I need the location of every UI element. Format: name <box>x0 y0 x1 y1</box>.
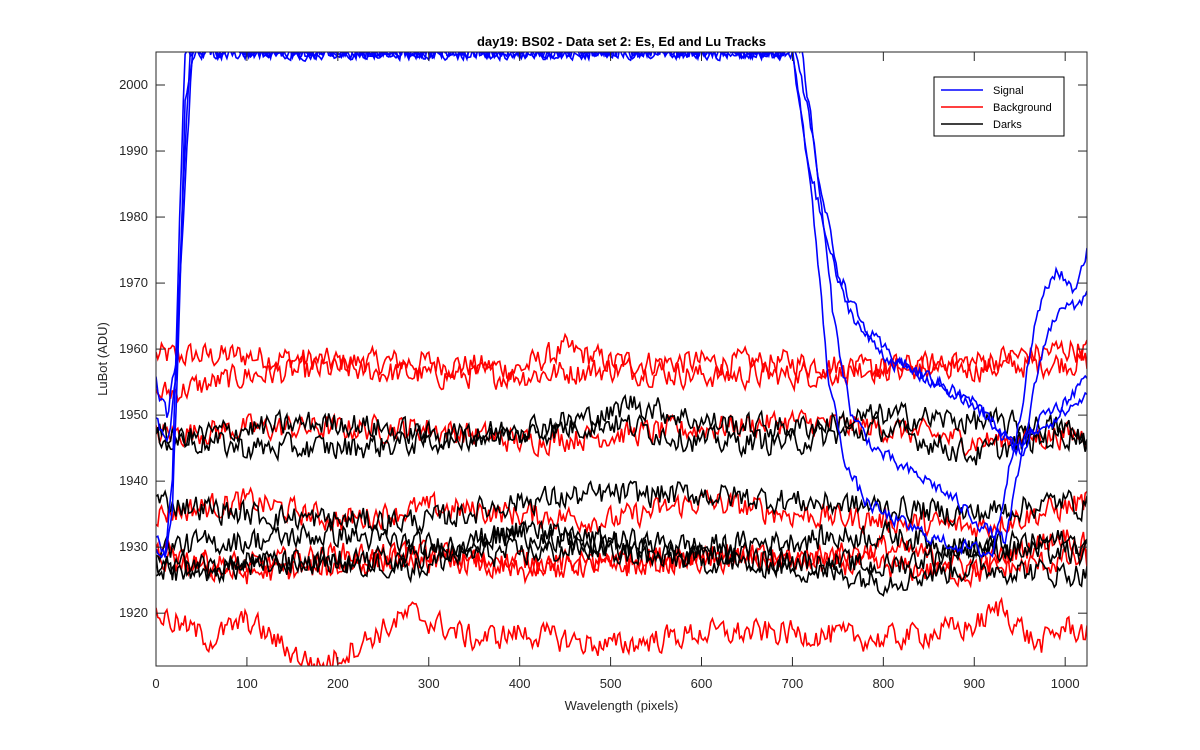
series-line-background-4 <box>156 332 1087 386</box>
x-tick-label: 900 <box>963 676 985 691</box>
x-tick-label: 600 <box>691 676 713 691</box>
series-line-background-10 <box>156 596 1087 666</box>
legend-label-signal: Signal <box>993 85 1024 97</box>
y-tick-label: 1950 <box>119 407 148 422</box>
x-tick-label: 800 <box>872 676 894 691</box>
series-line-background-5 <box>156 339 1087 404</box>
y-tick-label: 2000 <box>119 77 148 92</box>
x-ticks: 0 100 200 300 400 500 600 700 800 900 1000 <box>152 52 1080 691</box>
legend-label-background: Background <box>993 102 1052 114</box>
x-tick-label: 400 <box>509 676 531 691</box>
series-line-background-7 <box>156 486 1087 539</box>
series-layer <box>156 52 1087 666</box>
series-line-darks-16 <box>156 519 1087 597</box>
y-ticks: 1920 1930 1940 1950 1960 1970 1980 1990 2000 <box>119 77 1087 620</box>
y-tick-label: 1920 <box>119 605 148 620</box>
series-line-darks-11 <box>156 408 1087 466</box>
x-tick-label: 500 <box>600 676 622 691</box>
y-tick-label: 1930 <box>119 539 148 554</box>
y-tick-label: 1980 <box>119 209 148 224</box>
y-tick-label: 1970 <box>119 275 148 290</box>
y-tick-label: 1960 <box>119 341 148 356</box>
series-line-darks-13 <box>156 480 1087 537</box>
x-tick-label: 200 <box>327 676 349 691</box>
y-tick-label: 1990 <box>119 143 148 158</box>
x-axis-label: Wavelength (pixels) <box>565 698 679 713</box>
series-line-signal-3 <box>156 52 1087 457</box>
y-tick-label: 1940 <box>119 473 148 488</box>
legend-label-darks: Darks <box>993 119 1022 131</box>
chart-title: day19: BS02 - Data set 2: Es, Ed and Lu … <box>477 34 766 49</box>
legend: Signal Background Darks <box>933 76 1065 137</box>
x-tick-label: 100 <box>236 676 258 691</box>
series-line-darks-12 <box>156 393 1087 463</box>
x-tick-label: 300 <box>418 676 440 691</box>
series-line-background-8 <box>156 539 1087 589</box>
series-line-signal-0 <box>156 52 1087 559</box>
plot-frame <box>155 51 1088 667</box>
x-tick-label: 0 <box>152 676 159 691</box>
x-tick-label: 1000 <box>1051 676 1080 691</box>
y-axis-label: LuBot (ADU) <box>95 322 110 396</box>
x-tick-label: 700 <box>782 676 804 691</box>
